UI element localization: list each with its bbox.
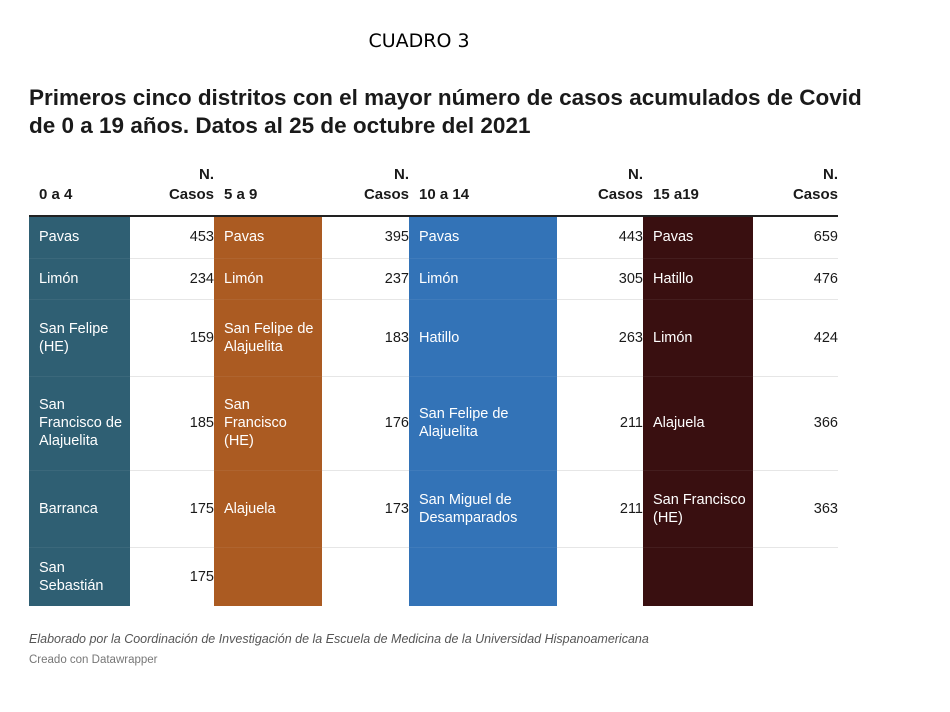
district-name-cell: Hatillo [643, 258, 753, 300]
case-count-cell: 263 [557, 299, 643, 377]
header-count-0: N. Casos [130, 165, 214, 217]
district-name-cell: Limón [409, 258, 557, 300]
case-count-cell: 159 [130, 299, 214, 377]
case-count-cell: 443 [557, 216, 643, 259]
table-row: Pavas 453 Pavas 395 Pavas 443 Pavas 659 [29, 216, 838, 259]
header-count-0-line-1: N. [199, 166, 214, 183]
header-count-3: N. Casos [753, 165, 838, 217]
district-name-cell: Hatillo [409, 299, 557, 377]
table-row: San Francisco de Alajuelita 185 San Franci… [29, 376, 838, 471]
case-count-cell: 424 [753, 299, 838, 377]
header-count-1-line-1: N. [394, 166, 409, 183]
district-name-cell: San Francisco (HE) [643, 470, 753, 548]
case-count-cell: 659 [753, 216, 838, 259]
district-name-cell: San Francisco (HE) [214, 376, 322, 471]
source-note: Elaborado por la Coordinación de Investi… [29, 632, 649, 646]
case-count-cell: 175 [189, 568, 214, 585]
case-count-cell: 185 [130, 376, 214, 471]
case-count-cell [322, 547, 409, 606]
case-count-cell: 453 [130, 216, 214, 259]
table-body: Pavas 453 Pavas 395 Pavas 443 Pavas 659 Limón 234… [29, 216, 838, 607]
case-count-cell: 176 [322, 376, 409, 471]
case-count-cell: 173 [322, 470, 409, 548]
case-count-cell: 234 [130, 258, 214, 300]
district-name-cell: Alajuela [643, 376, 753, 471]
chart-title: Primeros cinco distritos con el mayor nú… [29, 84, 909, 140]
table-row: San Sebastián 175 [29, 547, 838, 607]
table-row: San Felipe (HE) 159 San Felipe de Alajueli… [29, 299, 838, 377]
case-count-cell: 363 [753, 470, 838, 548]
case-count-cell: 366 [753, 376, 838, 471]
table-header-row: 0 a 4 N. Casos 5 a 9 N. Casos 10 a 14 N. Ca… [29, 165, 838, 217]
district-name-cell: San Sebastián [29, 547, 130, 607]
header-group-0: 0 a 4 [29, 165, 130, 217]
case-count-cell: 183 [322, 299, 409, 377]
header-count-0-line-2: Casos [168, 186, 214, 203]
district-name-cell: San Felipe de Alajuelita [409, 376, 557, 471]
district-name-cell: Limón [29, 258, 130, 300]
district-name-cell: Alajuela [214, 470, 322, 548]
header-count-3-line-1: N. [823, 166, 838, 183]
district-name-cell [643, 547, 753, 607]
case-count-cell: 237 [322, 258, 409, 300]
case-count-cell: 305 [557, 258, 643, 300]
case-count-cell [753, 547, 838, 606]
case-count-cell: 211 [557, 376, 643, 471]
header-count-3-line-2: Casos [792, 186, 838, 203]
district-name-cell: San Felipe de Alajuelita [214, 299, 322, 377]
district-name-cell: Limón [214, 258, 322, 300]
header-count-1: N. Casos [322, 165, 409, 217]
header-group-2: 10 a 14 [409, 165, 557, 217]
districts-table: 0 a 4 N. Casos 5 a 9 N. Casos 10 a 14 N. Ca… [29, 165, 838, 607]
header-count-1-line-2: Casos [363, 186, 409, 203]
district-name-cell: Pavas [409, 216, 557, 259]
district-name-cell: Pavas [643, 216, 753, 259]
case-count-cell: 395 [322, 216, 409, 259]
header-group-1: 5 a 9 [214, 165, 322, 217]
header-count-2: N. Casos [557, 165, 643, 217]
credit-note: Creado con Datawrapper [29, 654, 158, 666]
header-count-2-line-2: Casos [597, 186, 643, 203]
header-count-2-line-1: N. [628, 166, 643, 183]
district-name-cell: San Felipe (HE) [29, 299, 130, 377]
case-count-cell: 175 [130, 470, 214, 548]
district-name-cell: Barranca [29, 470, 130, 548]
district-name-cell: Pavas [29, 216, 130, 259]
header-group-3: 15 a19 [643, 165, 753, 217]
case-count-cell: 476 [753, 258, 838, 300]
district-name-cell: Pavas [214, 216, 322, 259]
chart-title-line-1: Primeros cinco distritos con el mayor nú… [29, 85, 862, 110]
district-name-cell [214, 547, 322, 607]
table-row: Barranca 175 Alajuela 173 San Miguel de Desa… [29, 470, 838, 548]
case-count-cell: 211 [557, 470, 643, 548]
district-name-cell: San Francisco de Alajuelita [29, 376, 130, 471]
district-name-cell: San Miguel de Desamparados [409, 470, 557, 548]
case-count-cell [557, 547, 643, 606]
district-name-cell [409, 547, 557, 607]
chart-title-line-2: de 0 a 19 años. Datos al 25 de octubre d… [29, 113, 531, 138]
district-name-cell: Limón [643, 299, 753, 377]
table-row: Limón 234 Limón 237 Limón 305 Hatillo 476 [29, 258, 838, 300]
chart-label: CUADRO 3 [368, 30, 470, 52]
